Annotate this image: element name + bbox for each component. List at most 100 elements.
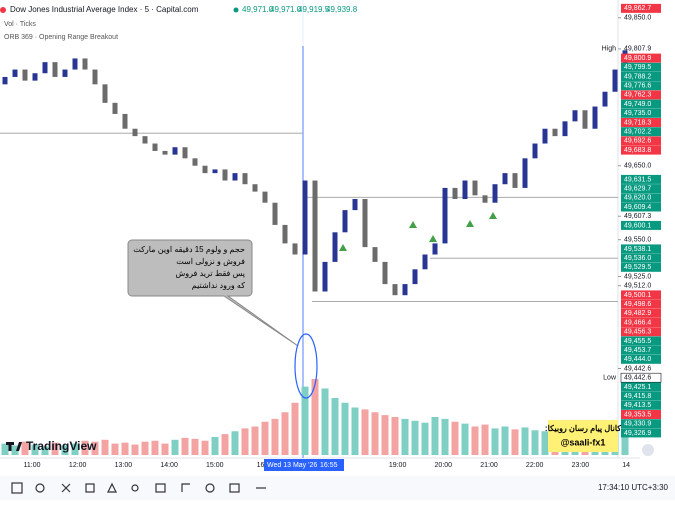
time-label: 13:00 [115,462,133,469]
price-label: 49,800.9 [624,55,651,62]
symbol-title: Dow Jones Industrial Average Index · 5 ·… [10,5,199,14]
bottom-toolbar [0,476,675,500]
volume-bar [301,386,309,455]
volume-bar [231,431,239,455]
volume-bar [91,441,99,455]
volume-bar [41,446,49,455]
icon[interactable] [205,483,215,493]
volume-bar [31,444,39,455]
price-badge [621,145,661,155]
icon[interactable] [61,483,71,493]
price-badge [621,327,661,337]
icon[interactable] [155,483,166,493]
price-label: 49,512.0 [624,283,651,290]
icon[interactable] [85,483,95,493]
price-badge [621,382,661,392]
price-badge [621,354,661,364]
volume-bar [101,439,109,455]
candle-body [132,128,138,137]
candle-body [12,69,18,77]
candle-body [502,173,508,185]
volume-bar [221,434,229,455]
candle-body [482,195,488,203]
icon[interactable] [11,482,23,494]
candle-body [242,173,248,185]
candle-body [62,69,68,77]
candle-body [532,143,538,159]
price-badge [621,336,661,346]
price-label: 49,631.5 [624,176,651,183]
candle-body [112,102,118,114]
icon[interactable] [229,483,240,493]
promo-handle: @saali-fx1 [561,437,606,447]
candle-body [322,261,328,292]
price-label: 49,550.0 [624,237,651,244]
volume-bar [51,442,59,455]
price-label: 49,444.0 [624,356,651,363]
price-label: 49,498.6 [624,301,651,308]
volume-bar [141,441,149,455]
legend-bg [0,0,350,46]
price-badge [621,193,661,203]
price-badge [621,136,661,146]
candle-body [92,69,98,85]
time-label: 15:00 [206,462,224,469]
price-badge [621,184,661,194]
icon[interactable] [107,482,117,493]
volume-bar [131,444,139,455]
ohlc-value: 49,971.0 [242,5,274,14]
candle-body [472,180,478,196]
time-label: 20:00 [435,462,453,469]
volume-bar [321,388,329,455]
annotation-line: که ورود نداشتیم [192,281,245,290]
candle-body [512,173,518,188]
price-label: 49,453.7 [624,347,651,354]
volume-bar [191,438,199,455]
volume-bar [541,431,549,455]
candle-body [442,187,448,244]
price-label: 49,415.8 [624,393,651,400]
candle-body [262,191,268,203]
volume-bar [201,440,209,455]
settings-button[interactable] [642,444,654,456]
volume-bar [171,439,179,455]
volume-bar [371,412,379,455]
price-badge [621,127,661,137]
price-label: 49,538.1 [624,246,651,253]
low-label: Low [603,375,617,382]
candle-body [412,269,418,285]
price-badge [621,345,661,355]
candle-body [602,91,608,107]
price-badge [621,62,661,72]
candle-body [572,110,578,122]
volume-bar [511,429,519,455]
price-label: 49,718.3 [624,119,651,126]
volume-bar [381,415,389,455]
volume-bar [181,437,189,455]
candle-body [552,128,558,137]
price-badge [621,318,661,328]
price-badge [621,308,661,318]
candle-body [82,58,88,70]
icon[interactable] [131,484,139,492]
indicator-vol: Vol · Ticks [4,21,36,28]
promo-text: کانال پیام رسان روبیکا: [545,424,621,434]
candle-body [392,284,398,296]
buy-signal [409,221,417,228]
time-label: 12:00 [69,462,87,469]
watermark: TradingView [26,439,97,453]
time-label: 14:00 [160,462,178,469]
icon[interactable] [181,483,190,492]
icon[interactable] [35,483,45,493]
price-badge [620,372,662,383]
time-label: 22:00 [526,462,544,469]
volume-bar [471,426,479,455]
time-label: 11:00 [24,462,41,469]
volume-bar [491,428,499,455]
candle-body [382,261,388,285]
candle-body [582,110,588,129]
candle-body [462,180,468,200]
price-label: 49,456.3 [624,329,651,336]
price-badge [621,410,661,420]
